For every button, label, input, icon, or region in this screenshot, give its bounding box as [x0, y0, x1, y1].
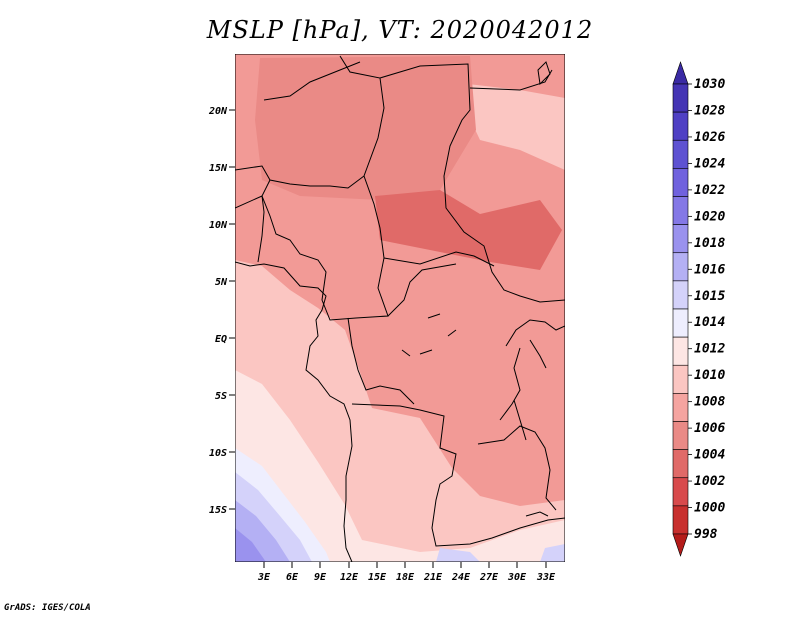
lon-label: 24E	[451, 572, 471, 583]
lat-label: 15N	[209, 163, 228, 174]
lon-label: 6E	[286, 572, 299, 583]
colorbar-label: 1015	[694, 289, 725, 304]
colorbar-label: 1014	[694, 315, 725, 330]
lon-label: 15E	[368, 572, 387, 583]
colorbar-segment	[672, 83, 689, 113]
colorbar-label: 1002	[694, 474, 725, 489]
colorbar-segment	[672, 196, 689, 225]
credit-text: GrADS: IGES/COLA	[4, 603, 91, 613]
colorbar-label: 1028	[694, 103, 725, 118]
shade-1016-south	[436, 548, 480, 562]
colorbar-segment	[672, 364, 689, 394]
colorbar-segment	[672, 111, 689, 141]
lat-label: 10N	[209, 220, 228, 231]
colorbar-label: 1020	[694, 209, 725, 224]
colorbar-segment	[672, 168, 689, 197]
lon-label: 27E	[479, 572, 499, 583]
shade-1006	[255, 56, 476, 200]
colorbar-top-triangle	[672, 61, 689, 85]
map-title: MSLP [hPa], VT: 2020042012	[206, 16, 594, 44]
shade-1014	[235, 370, 565, 562]
colorbar: 1030 1028 1026 1024 1022 1020 1018 1016 1015 1014…	[672, 61, 725, 557]
colorbar-segment	[672, 477, 689, 507]
colorbar-label: 1008	[694, 395, 725, 410]
colorbar-segment	[672, 280, 689, 310]
lon-label: 33E	[536, 572, 556, 583]
lon-label: 21E	[423, 572, 443, 583]
colorbar-label: 1010	[694, 368, 725, 383]
shade-1004	[375, 190, 562, 270]
lat-label: 5N	[215, 277, 228, 288]
lon-label: 18E	[396, 572, 415, 583]
colorbar-label: 1016	[694, 262, 725, 277]
colorbar-segment	[672, 308, 689, 338]
colorbar-label: 1000	[694, 501, 725, 516]
colorbar-label: 1018	[694, 236, 725, 251]
country-borders	[235, 55, 565, 562]
colorbar-label: 1022	[694, 183, 725, 198]
colorbar-segment	[672, 224, 689, 254]
lon-label: 12E	[340, 572, 359, 583]
colorbar-label: 1004	[694, 448, 725, 463]
colorbar-segment	[672, 252, 689, 282]
mslp-map	[235, 54, 565, 562]
colorbar-segment	[672, 421, 689, 450]
lat-label: EQ	[215, 334, 227, 345]
colorbar-segment	[672, 393, 689, 422]
colorbar-segment	[672, 336, 689, 366]
colorbar-label: 1006	[694, 421, 725, 436]
shade-1016-southeast	[540, 544, 565, 562]
colorbar-bottom-triangle	[672, 533, 689, 557]
colorbar-label: 1012	[694, 342, 725, 357]
colorbar-label: 1030	[694, 77, 725, 92]
lat-label: 20N	[208, 106, 228, 117]
colorbar-segment	[672, 449, 689, 479]
lat-label: 5S	[215, 391, 227, 402]
colorbar-label: 1024	[694, 156, 725, 171]
colorbar-label: 998	[694, 527, 718, 542]
longitude-axis: 3E 6E 9E 12E 15E 18E 21E 24E 27E 30E 33E	[257, 562, 556, 583]
lon-label: 30E	[507, 572, 527, 583]
shade-1020	[235, 528, 266, 562]
lon-label: 3E	[257, 572, 271, 583]
lat-label: 15S	[209, 505, 227, 516]
lat-label: 10S	[209, 448, 227, 459]
lon-label: 9E	[314, 572, 327, 583]
colorbar-label: 1026	[694, 130, 725, 145]
colorbar-segment	[672, 139, 689, 169]
shade-1012-north	[466, 84, 565, 170]
latitude-axis: 20N 15N 10N 5N EQ 5S 10S 15S	[208, 106, 235, 516]
colorbar-segment	[672, 505, 689, 535]
